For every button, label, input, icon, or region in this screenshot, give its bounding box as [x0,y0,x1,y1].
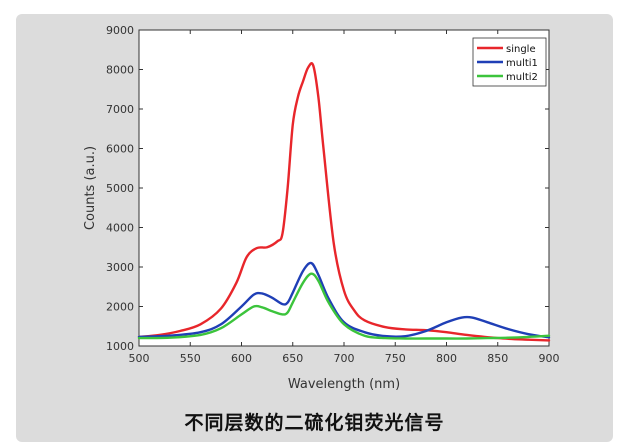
y-tick-label: 5000 [106,182,134,195]
x-tick-label: 500 [129,352,150,365]
x-tick-label: 850 [487,352,508,365]
y-tick-label: 6000 [106,143,134,156]
y-tick-label: 8000 [106,64,134,77]
y-tick-label: 7000 [106,103,134,116]
legend-label-multi1: multi1 [506,58,538,69]
axis-ticks: 500 550 600 650 700 750 800 850 900 1000 2000 3000 4… [106,24,560,365]
x-tick-label: 550 [180,352,201,365]
y-tick-label: 1000 [106,340,134,353]
legend: single multi1 multi2 [472,37,547,87]
x-axis-label: Wavelength (nm) [288,377,400,392]
figure-caption: 不同层数的二硫化钼荧光信号 [184,412,445,434]
y-axis-label: Counts (a.u.) [83,146,98,230]
x-tick-label: 650 [282,352,303,365]
y-tick-label: 4000 [106,222,134,235]
y-tick-label: 2000 [106,301,134,314]
legend-label-multi2: multi2 [506,72,538,83]
y-tick-label: 9000 [106,24,134,37]
y-tick-label: 3000 [106,261,134,274]
x-tick-label: 800 [436,352,457,365]
x-tick-label: 750 [385,352,406,365]
series-line-multi2 [137,272,551,340]
x-tick-label: 900 [539,352,560,365]
series-line-multi1 [137,261,551,339]
legend-label-single: single [506,44,536,55]
x-tick-label: 600 [231,352,252,365]
series-lines [137,62,551,342]
x-tick-label: 700 [334,352,355,365]
